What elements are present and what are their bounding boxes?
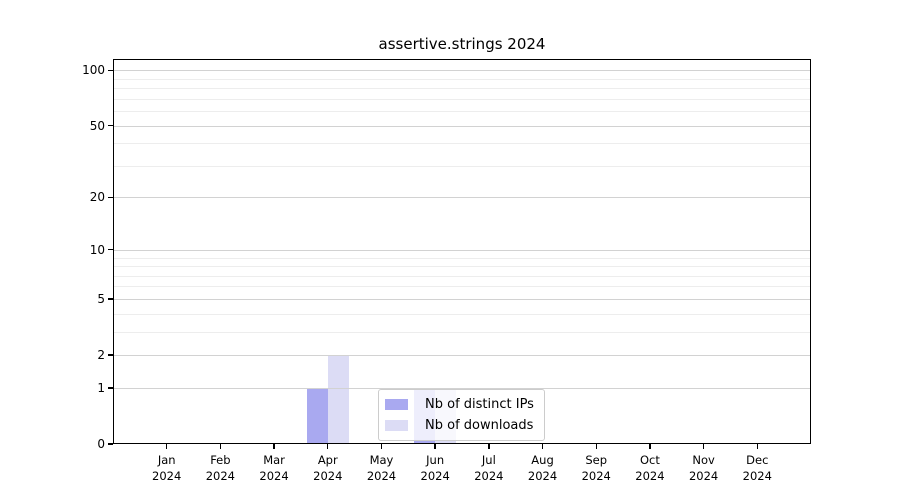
gridline-minor: [113, 111, 811, 113]
gridline-minor: [113, 313, 811, 315]
x-axis-tick: [219, 444, 222, 449]
x-tick-month: Jul: [481, 453, 496, 467]
y-tick-label: 100: [82, 63, 105, 78]
gridline-minor: [113, 275, 811, 277]
x-tick-year: 2024: [742, 469, 772, 483]
gridline-major: [113, 125, 811, 127]
x-axis-tick: [327, 444, 329, 449]
x-axis-tick: [434, 444, 436, 449]
y-tick-label: 20: [89, 190, 105, 205]
legend-label-distinct-ips: Nb of distinct IPs: [425, 397, 534, 412]
x-tick-label-sep: Sep 2024: [569, 452, 623, 484]
gridline-minor: [113, 266, 811, 267]
x-tick-month: May: [369, 453, 394, 467]
x-tick-label-oct: Oct 2024: [623, 452, 677, 484]
x-tick-year: 2024: [474, 469, 504, 483]
gridline-major: [113, 298, 811, 300]
x-tick-label-jul: Jul 2024: [462, 452, 516, 484]
y-axis-tick: [108, 443, 113, 445]
x-axis-tick: [756, 444, 758, 449]
gridline-major: [113, 197, 811, 199]
gridline-minor: [113, 143, 811, 145]
legend-swatch-distinct-ips: [385, 399, 408, 410]
legend-item-downloads: Nb of downloads: [385, 418, 536, 433]
legend-item-distinct-ips: Nb of distinct IPs: [385, 397, 536, 412]
y-tick-label: 5: [97, 291, 105, 306]
x-tick-month: Jun: [426, 453, 445, 467]
x-axis-tick: [702, 444, 705, 449]
x-axis-tick: [273, 444, 275, 449]
bar-downloads-apr: [327, 355, 349, 444]
y-axis-tick: [108, 249, 113, 251]
x-tick-month: Feb: [210, 453, 231, 467]
x-tick-label-mar: Mar 2024: [247, 452, 301, 484]
legend: Nb of distinct IPs Nb of downloads: [378, 389, 545, 441]
x-tick-month: Jan: [157, 453, 176, 467]
y-axis-tick: [108, 124, 113, 127]
x-tick-label-apr: Apr 2024: [301, 452, 355, 484]
gridline-minor: [113, 257, 811, 259]
y-tick-label: 50: [89, 118, 105, 133]
y-tick-label: 10: [89, 242, 105, 257]
gridline-minor: [113, 286, 811, 288]
x-axis-tick: [541, 444, 544, 449]
x-axis-tick: [488, 444, 490, 449]
x-tick-month: Sep: [585, 453, 608, 467]
gridline-minor: [113, 78, 811, 80]
y-tick-label: 2: [97, 348, 105, 363]
gridline-minor: [113, 98, 811, 100]
y-axis-tick: [108, 196, 113, 199]
x-tick-month: Apr: [317, 453, 338, 467]
gridline-major: [113, 355, 811, 356]
x-axis-tick: [380, 444, 383, 449]
x-tick-month: Mar: [263, 453, 285, 467]
x-axis-tick: [165, 444, 168, 449]
plot-area: Nb of distinct IPs Nb of downloads: [113, 59, 811, 444]
y-tick-label: 0: [97, 437, 105, 451]
y-axis-tick: [108, 387, 113, 389]
x-tick-label-feb: Feb 2024: [193, 452, 247, 484]
gridline-minor: [113, 331, 811, 333]
x-tick-label-jun: Jun 2024: [408, 452, 462, 484]
gridline-minor: [113, 88, 811, 90]
legend-swatch-downloads: [385, 420, 408, 431]
x-tick-month: Aug: [531, 453, 554, 467]
bar-distinct-ips-apr: [306, 387, 328, 444]
x-tick-year: 2024: [366, 469, 397, 483]
x-tick-label-may: May 2024: [354, 452, 408, 484]
y-tick-label: 1: [97, 380, 105, 395]
x-tick-month: Dec: [746, 453, 769, 467]
x-axis-tick: [595, 444, 597, 449]
x-tick-year: 2024: [259, 469, 289, 483]
x-axis-tick: [649, 444, 651, 449]
y-axis-tick: [108, 354, 113, 356]
gridline-major: [113, 70, 811, 72]
x-tick-label-aug: Aug 2024: [516, 452, 570, 484]
gridline-minor: [113, 165, 811, 167]
x-tick-label-jan: Jan 2024: [140, 452, 194, 484]
x-tick-year: 2024: [152, 469, 182, 483]
x-tick-label-nov: Nov 2024: [677, 452, 731, 484]
x-tick-year: 2024: [313, 469, 343, 483]
y-axis-tick: [108, 69, 113, 71]
x-tick-year: 2024: [581, 469, 611, 483]
x-tick-year: 2024: [420, 469, 450, 483]
x-tick-year: 2024: [688, 469, 719, 483]
gridline-major: [113, 249, 811, 251]
chart-title: assertive.strings 2024: [378, 35, 546, 53]
y-axis-tick: [108, 298, 113, 300]
x-tick-label-dec: Dec 2024: [730, 452, 784, 484]
x-tick-month: Oct: [639, 453, 660, 467]
x-tick-year: 2024: [205, 469, 236, 483]
x-tick-month: Nov: [692, 453, 715, 467]
axes-spines: [113, 59, 811, 444]
x-tick-year: 2024: [527, 469, 558, 483]
legend-label-downloads: Nb of downloads: [425, 418, 534, 433]
x-tick-year: 2024: [635, 469, 665, 483]
